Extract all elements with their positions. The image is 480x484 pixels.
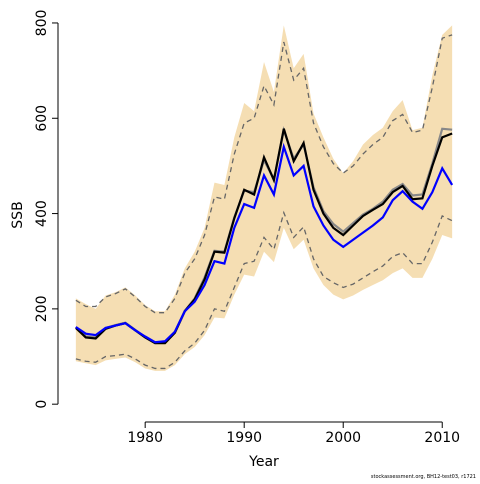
y-tick-label: 400 [34,200,50,227]
x-tick-label: 1980 [127,430,163,446]
x-tick-label: 1990 [226,430,262,446]
x-tick-label: 2000 [325,430,361,446]
footnote: stockassessment.org, BH12-test03, r1721 [371,474,476,480]
y-tick-label: 200 [34,296,50,323]
series-line [75,210,453,370]
y-axis-label: SSB [10,201,26,228]
y-tick-label: 600 [34,105,50,132]
y-tick-label: 800 [34,10,50,37]
y-tick-label: 0 [34,400,50,409]
x-axis-label: Year [248,454,279,470]
confidence-band [75,25,453,371]
x-tick-label: 2010 [424,430,460,446]
series-line [75,34,453,314]
series-line [75,142,454,344]
